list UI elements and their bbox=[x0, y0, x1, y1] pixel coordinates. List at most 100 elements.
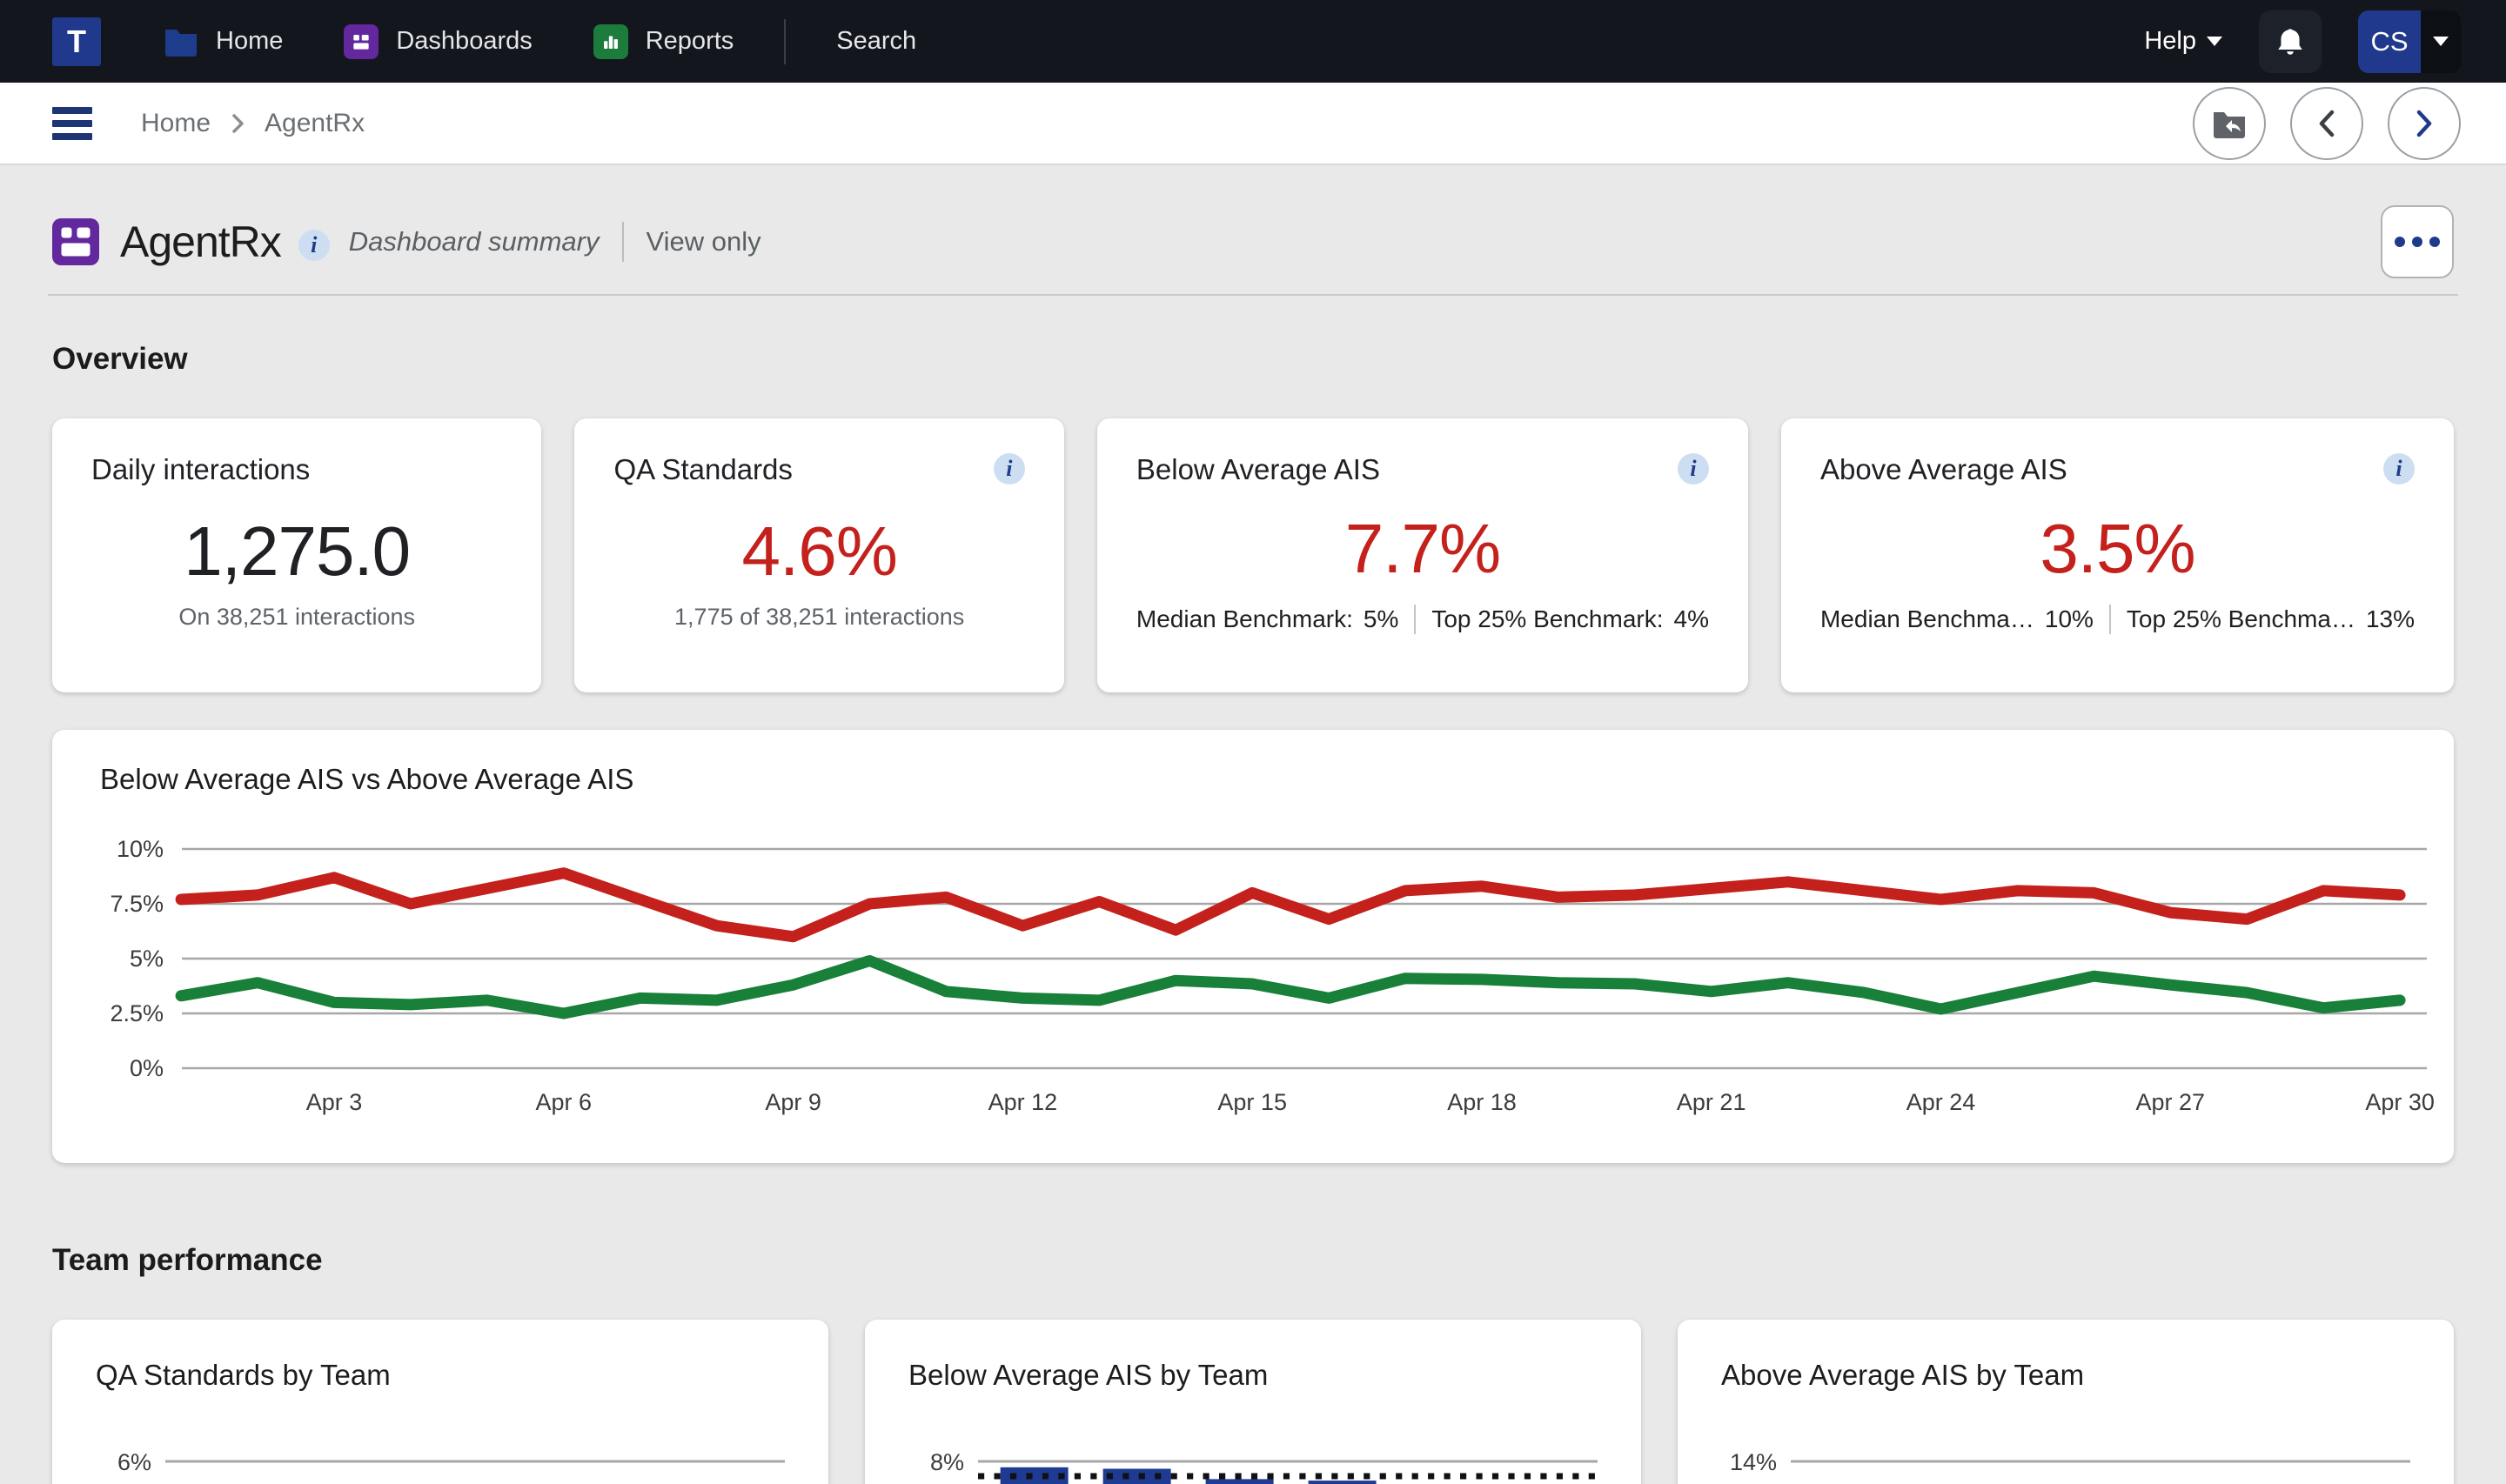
svg-text:10%: 10% bbox=[117, 836, 164, 862]
info-icon[interactable]: i bbox=[2383, 453, 2416, 485]
section-title-overview: Overview bbox=[52, 342, 188, 376]
folder-icon bbox=[164, 24, 198, 59]
chevron-left-icon bbox=[2319, 110, 2335, 137]
nav-search[interactable]: Search bbox=[836, 27, 917, 55]
dashboard-icon bbox=[344, 23, 379, 59]
info-icon[interactable]: i bbox=[298, 230, 330, 261]
app-logo-letter: T bbox=[67, 23, 86, 59]
app-logo[interactable]: T bbox=[52, 17, 101, 66]
bar-chart-icon bbox=[593, 23, 628, 59]
chevron-down-icon bbox=[2207, 37, 2222, 46]
kpi-card-above-average-ais: Above Average AIS i 3.5% Median Benchma…… bbox=[1780, 418, 2455, 692]
svg-text:Apr 12: Apr 12 bbox=[988, 1089, 1058, 1115]
info-icon[interactable]: i bbox=[993, 453, 1025, 485]
chart-title: Above Average AIS by Team bbox=[1721, 1359, 2085, 1391]
svg-text:Apr 3: Apr 3 bbox=[306, 1089, 363, 1115]
above-average-ais-team-chart[interactable] bbox=[1791, 1460, 2410, 1484]
info-icon[interactable]: i bbox=[1677, 453, 1709, 485]
svg-text:Apr 24: Apr 24 bbox=[1906, 1089, 1976, 1115]
kpi-value: 7.7% bbox=[1344, 509, 1501, 587]
chevron-right-icon bbox=[2416, 110, 2432, 137]
nav-item-reports[interactable]: Reports bbox=[593, 23, 734, 59]
access-badge: View only bbox=[646, 226, 761, 257]
qa-standards-team-chart[interactable] bbox=[165, 1460, 785, 1484]
y-axis-tick: 8% bbox=[929, 1449, 964, 1475]
chart-title: Below Average AIS by Team bbox=[908, 1359, 1269, 1391]
top-nav: T Home Dashboards Repo bbox=[0, 0, 2506, 83]
benchmark-label: Top 25% Benchmark: bbox=[1431, 605, 1664, 632]
team-card-row: QA Standards by Team 6% Below Average AI… bbox=[52, 1320, 2454, 1484]
kpi-row: Daily interactions 1,275.0 On 38,251 int… bbox=[52, 418, 2455, 692]
folder-revert-icon bbox=[2214, 111, 2245, 138]
nav-item-home[interactable]: Home bbox=[164, 24, 283, 59]
ais-comparison-line-chart[interactable]: 0% 2.5% 5% 7.5% 10% Apr 3 Apr 6 Apr 9 Apr 12 Apr … bbox=[52, 799, 2450, 1156]
kpi-card-below-average-ais: Below Average AIS i 7.7% Median Benchmar… bbox=[1096, 418, 1748, 692]
svg-text:7.5%: 7.5% bbox=[110, 891, 164, 917]
user-menu[interactable]: CS bbox=[2358, 10, 2461, 73]
chevron-right-icon bbox=[232, 113, 244, 133]
bell-icon bbox=[2278, 28, 2302, 55]
kpi-title: Daily interactions bbox=[91, 453, 311, 485]
benchmark-value: 5% bbox=[1363, 605, 1399, 632]
kpi-card-daily-interactions: Daily interactions 1,275.0 On 38,251 int… bbox=[52, 418, 542, 692]
y-axis-tick: 14% bbox=[1729, 1449, 1777, 1475]
notifications-button[interactable] bbox=[2259, 10, 2322, 73]
help-menu[interactable]: Help bbox=[2144, 27, 2222, 56]
menu-toggle[interactable] bbox=[52, 106, 92, 140]
more-options-button[interactable] bbox=[2381, 205, 2454, 278]
revert-button[interactable] bbox=[2193, 86, 2266, 160]
breadcrumb-bar: Home AgentRx bbox=[0, 83, 2506, 165]
svg-text:Apr 15: Apr 15 bbox=[1217, 1089, 1287, 1115]
breadcrumb-current[interactable]: AgentRx bbox=[265, 108, 365, 137]
chart-title: Below Average AIS vs Above Average AIS bbox=[100, 763, 634, 795]
help-label: Help bbox=[2144, 27, 2196, 55]
kpi-title: Above Average AIS bbox=[1819, 453, 2067, 485]
kpi-subtext: On 38,251 interactions bbox=[178, 604, 416, 630]
nav-right: Help CS bbox=[2144, 10, 2461, 73]
svg-text:0%: 0% bbox=[130, 1055, 164, 1081]
breadcrumb: Home AgentRx bbox=[141, 109, 365, 138]
forward-button[interactable] bbox=[2388, 86, 2461, 160]
nav-divider bbox=[784, 18, 787, 64]
kpi-benchmarks: Median Benchmark: 5% Top 25% Benchmark: … bbox=[1136, 604, 1709, 634]
kpi-value: 4.6% bbox=[741, 512, 897, 590]
kpi-value: 3.5% bbox=[2040, 509, 2195, 587]
breadcrumb-home[interactable]: Home bbox=[141, 108, 211, 137]
kpi-benchmarks: Median Benchma… 10% Top 25% Benchma… 13% bbox=[1819, 604, 2415, 634]
nav-item-dashboards[interactable]: Dashboards bbox=[344, 23, 533, 59]
chart-title: QA Standards by Team bbox=[96, 1359, 391, 1391]
y-axis-tick: 6% bbox=[117, 1449, 151, 1475]
svg-text:Apr 6: Apr 6 bbox=[536, 1089, 593, 1115]
page-header: AgentRx i Dashboard summary View only bbox=[48, 165, 2458, 296]
below-average-ais-team-bar-chart[interactable] bbox=[978, 1460, 1598, 1484]
benchmark-label: Median Benchma… bbox=[1819, 605, 2034, 632]
section-title-team-performance: Team performance bbox=[52, 1243, 323, 1277]
svg-text:Apr 21: Apr 21 bbox=[1677, 1089, 1746, 1115]
back-button[interactable] bbox=[2290, 86, 2363, 160]
svg-text:Apr 27: Apr 27 bbox=[2136, 1089, 2206, 1115]
nav-item-label: Reports bbox=[645, 27, 734, 55]
nav-item-label: Home bbox=[216, 27, 284, 55]
line-chart-card: Below Average AIS vs Above Average AIS 0… bbox=[52, 730, 2454, 1163]
divider bbox=[1414, 604, 1417, 634]
team-card-qa-standards: QA Standards by Team 6% bbox=[52, 1320, 828, 1484]
divider bbox=[621, 222, 624, 262]
user-menu-caret bbox=[2421, 10, 2461, 73]
team-card-below-average-ais: Below Average AIS by Team 8% bbox=[865, 1320, 1641, 1484]
benchmark-label: Top 25% Benchma… bbox=[2126, 605, 2355, 632]
kpi-card-qa-standards: QA Standards i 4.6% 1,775 of 38,251 inte… bbox=[574, 418, 1064, 692]
benchmark-value: 10% bbox=[2044, 605, 2094, 632]
nav-items: Home Dashboards Reports bbox=[164, 23, 734, 59]
kpi-value: 1,275.0 bbox=[184, 512, 411, 590]
kpi-subtext: 1,775 of 38,251 interactions bbox=[674, 604, 965, 630]
dashboard-icon bbox=[52, 218, 99, 265]
team-card-above-average-ais: Above Average AIS by Team 14% bbox=[1678, 1320, 2454, 1484]
avatar: CS bbox=[2358, 10, 2421, 73]
benchmark-label: Median Benchmark: bbox=[1136, 605, 1353, 632]
svg-text:5%: 5% bbox=[130, 946, 164, 972]
divider bbox=[2108, 604, 2111, 634]
history-buttons bbox=[2193, 86, 2461, 160]
nav-item-label: Dashboards bbox=[396, 27, 533, 55]
kpi-title: Below Average AIS bbox=[1136, 453, 1380, 485]
svg-text:Apr 18: Apr 18 bbox=[1447, 1089, 1517, 1115]
